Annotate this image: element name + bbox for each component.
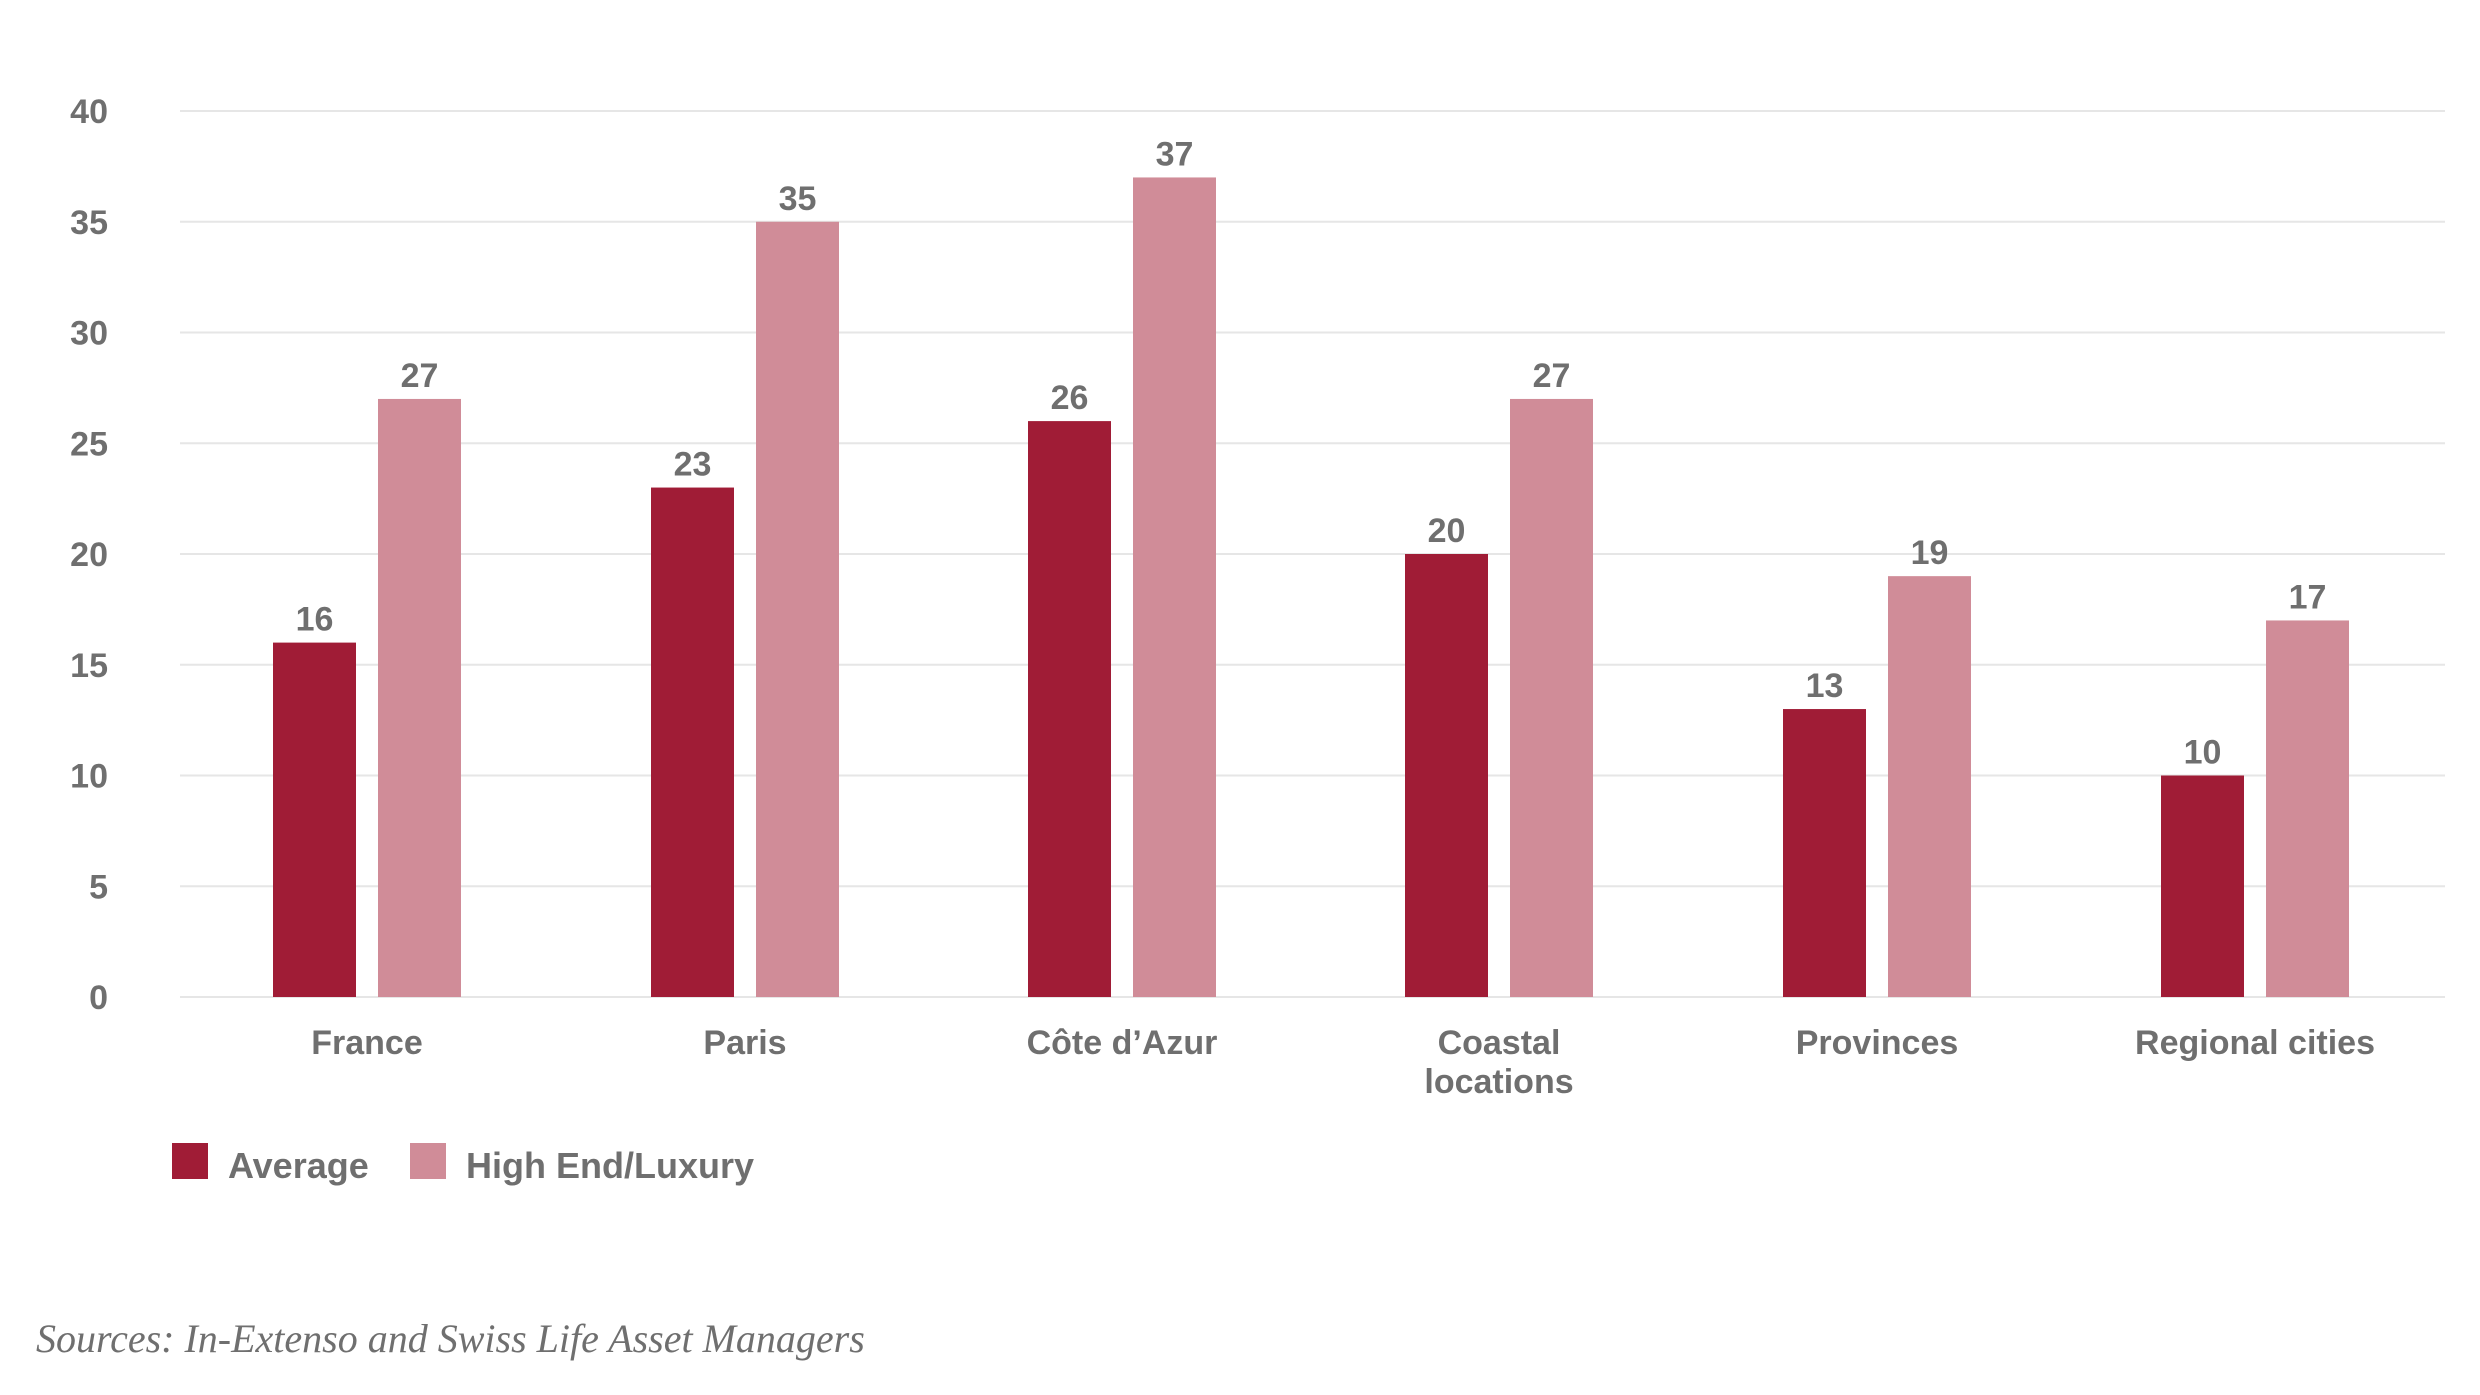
legend-swatch (172, 1143, 208, 1179)
category-label: Côte d’Azur (1027, 1024, 1218, 1062)
category-label: Regional cities (2135, 1024, 2375, 1062)
data-label: 13 (1806, 667, 1844, 705)
legend-label: Average (228, 1145, 369, 1186)
y-tick-label: 40 (70, 93, 108, 131)
data-label: 16 (296, 601, 334, 639)
category-label-line: Provinces (1796, 1024, 1959, 1062)
data-label: 26 (1051, 379, 1089, 417)
data-label: 27 (1533, 357, 1571, 395)
y-tick-label: 20 (70, 536, 108, 574)
bar-high-end-luxury (1510, 398, 1593, 997)
y-tick-label: 10 (70, 758, 108, 796)
data-label: 20 (1428, 512, 1466, 550)
category-label-line: France (311, 1024, 423, 1062)
category-label-line: Coastal (1438, 1024, 1561, 1062)
gridlines (180, 110, 2445, 998)
data-label: 23 (674, 446, 712, 484)
bar-average (1028, 421, 1111, 998)
y-tick-label: 35 (70, 204, 108, 242)
category-label-line: Paris (703, 1024, 786, 1062)
data-label: 27 (401, 357, 439, 395)
category-label: Paris (703, 1024, 786, 1062)
bar-average (1783, 709, 1866, 997)
bars (273, 177, 2349, 998)
bar-average (651, 487, 734, 997)
category-label: Provinces (1796, 1024, 1959, 1062)
bar-average (273, 642, 356, 997)
category-label-line: Regional cities (2135, 1024, 2375, 1062)
category-label-line: locations (1424, 1063, 1573, 1101)
source-note: Sources: In-Extenso and Swiss Life Asset… (36, 1316, 865, 1361)
y-tick-label: 30 (70, 315, 108, 353)
bar-high-end-luxury (378, 398, 461, 997)
bar-high-end-luxury (756, 221, 839, 997)
bar-high-end-luxury (1888, 576, 1971, 997)
bar-average (2161, 775, 2244, 997)
data-label: 10 (2184, 734, 2222, 772)
legend: Average High End/Luxury (172, 1143, 754, 1186)
y-tick-label: 25 (70, 425, 108, 463)
y-tick-label: 15 (70, 647, 108, 685)
data-label: 19 (1911, 534, 1949, 572)
category-label: France (311, 1024, 423, 1062)
x-axis-categories: France Paris Côte d’Azur Coastal locations Pr… (311, 1024, 2375, 1101)
y-axis-ticks: 0 5 10 15 20 25 30 35 40 (70, 93, 108, 1017)
bar-high-end-luxury (1133, 177, 1216, 997)
bar-high-end-luxury (2266, 620, 2349, 997)
category-label-line: Côte d’Azur (1027, 1024, 1218, 1062)
data-labels: 16 27 23 35 26 37 20 27 13 19 10 17 (296, 135, 2327, 771)
y-tick-label: 0 (89, 979, 108, 1017)
bar-average (1405, 554, 1488, 997)
category-label: Coastal locations (1424, 1024, 1573, 1101)
legend-label: High End/Luxury (466, 1145, 754, 1186)
y-tick-label: 5 (89, 868, 108, 906)
data-label: 37 (1156, 135, 1194, 173)
data-label: 35 (779, 180, 817, 218)
legend-swatch (410, 1143, 446, 1179)
data-label: 17 (2289, 578, 2327, 616)
